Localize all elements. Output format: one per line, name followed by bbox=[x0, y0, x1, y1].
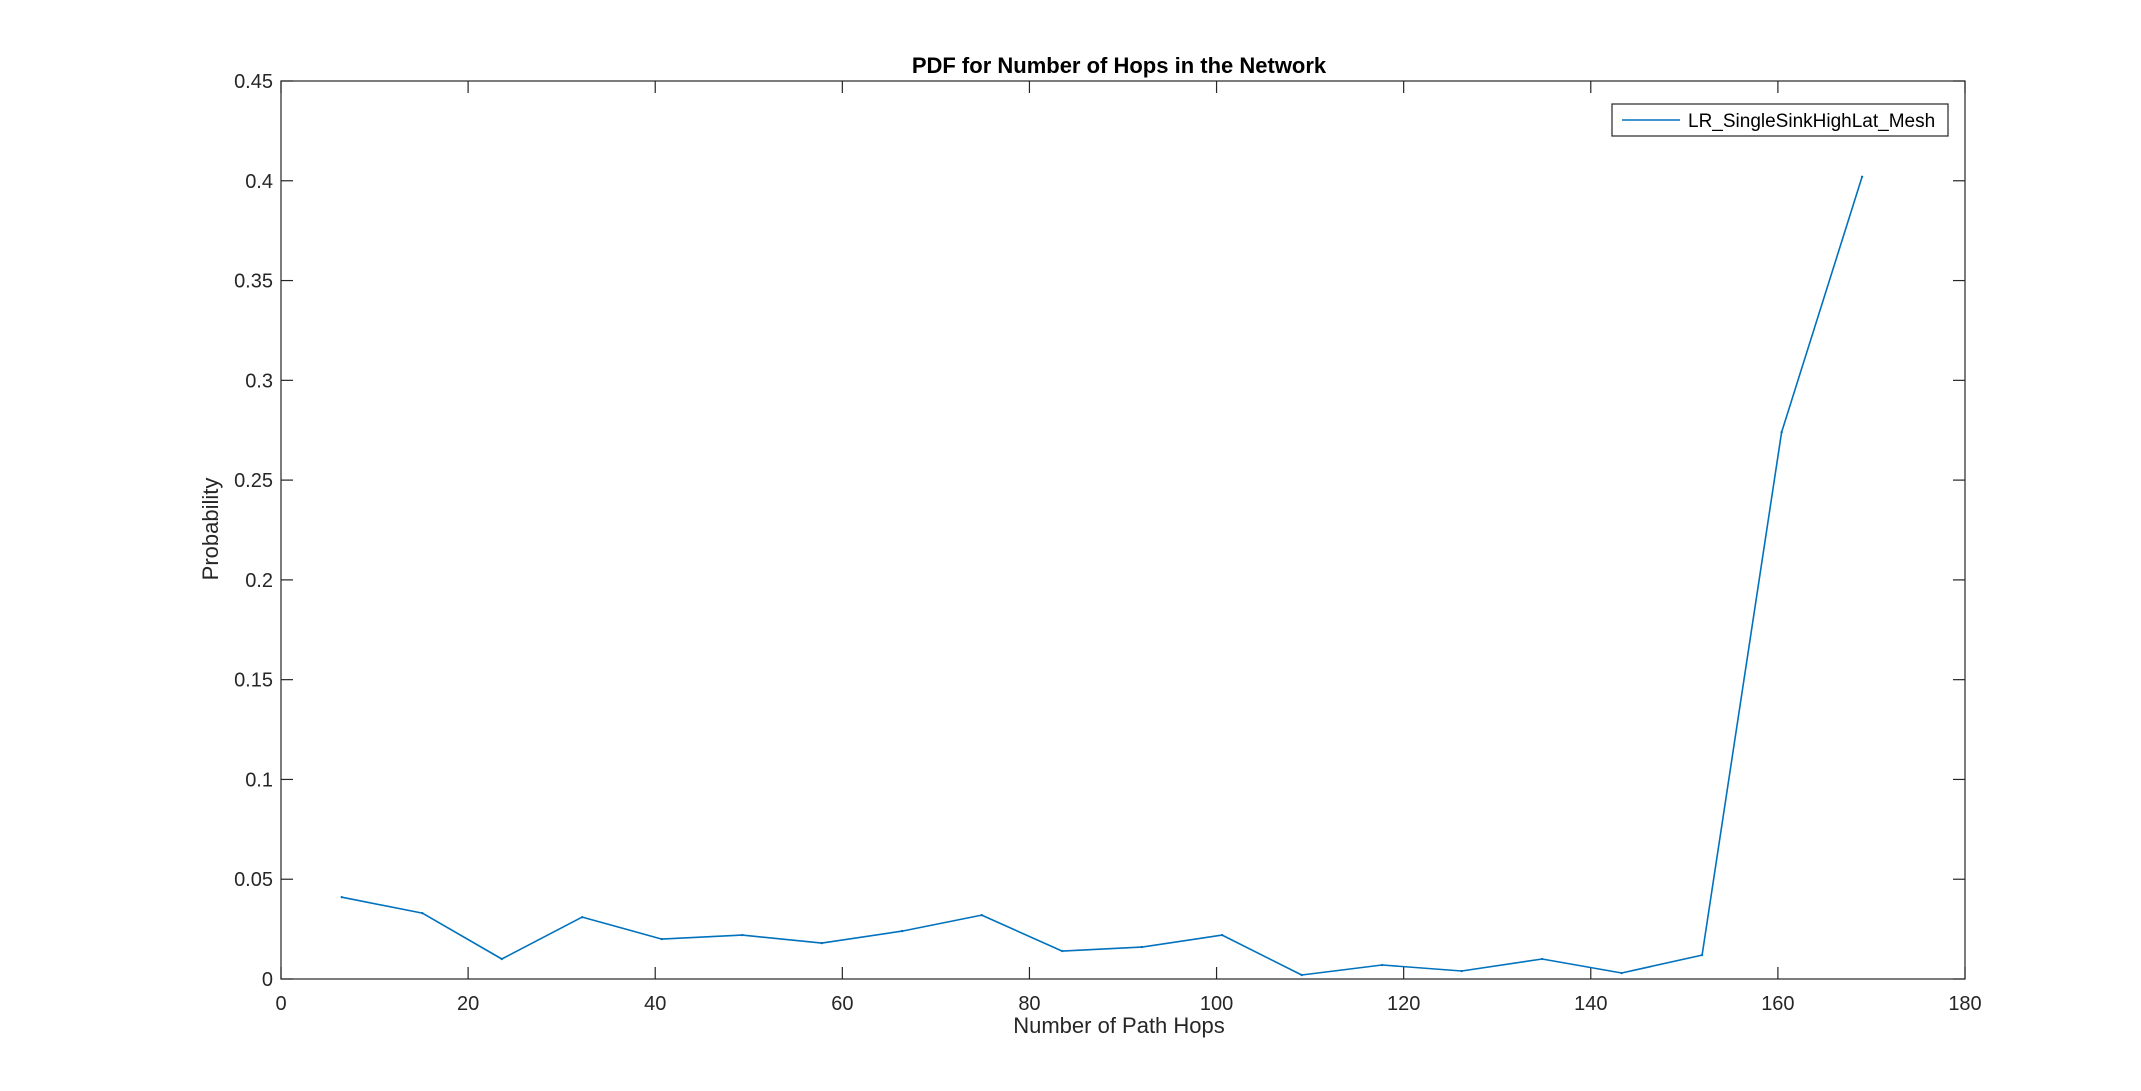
x-axis-ticks: 0 20 40 60 80 100 120 140 160 180 bbox=[275, 81, 1982, 1015]
y-axis-ticks: 0 0.05 0.1 0.15 0.2 0.25 0.3 0.35 0.4 0.45 bbox=[234, 71, 1965, 991]
data-point bbox=[1300, 973, 1303, 977]
y-tick-label: 0.35 bbox=[234, 271, 273, 293]
y-tick-label: 0 bbox=[262, 969, 273, 991]
data-point bbox=[660, 937, 663, 941]
data-point bbox=[500, 957, 503, 961]
data-point bbox=[1540, 957, 1544, 961]
x-tick-label: 60 bbox=[831, 993, 853, 1015]
axes-frame bbox=[280, 80, 1966, 980]
x-tick-label: 40 bbox=[644, 993, 666, 1015]
plot-area bbox=[280, 80, 1966, 980]
y-tick-label: 0.2 bbox=[245, 570, 273, 592]
data-point bbox=[741, 933, 744, 937]
x-axis-label: Number of Path Hops bbox=[1013, 1013, 1225, 1038]
y-axis-label: Probability bbox=[198, 478, 223, 581]
legend-label: LR_SingleSinkHighLat_Mesh bbox=[1688, 111, 1935, 132]
data-point bbox=[340, 895, 344, 899]
x-tick-label: 20 bbox=[457, 993, 479, 1015]
data-point bbox=[980, 913, 983, 917]
data-point bbox=[1060, 949, 1064, 953]
data-point bbox=[1460, 969, 1463, 973]
data-point bbox=[820, 941, 823, 945]
data-point bbox=[901, 929, 904, 933]
data-point bbox=[1620, 971, 1623, 975]
y-tick-label: 0.4 bbox=[245, 171, 273, 193]
legend: LR_SingleSinkHighLat_Mesh bbox=[1611, 103, 1949, 137]
x-tick-label: 160 bbox=[1761, 993, 1794, 1015]
series-layer bbox=[340, 175, 1864, 977]
y-tick-label: 0.25 bbox=[234, 470, 273, 492]
y-tick-label: 0.05 bbox=[234, 869, 273, 891]
x-tick-label: 180 bbox=[1948, 993, 1981, 1015]
data-point bbox=[1220, 933, 1224, 937]
legend-box bbox=[1611, 103, 1949, 137]
data-point bbox=[1860, 175, 1864, 178]
x-tick-label: 100 bbox=[1200, 993, 1233, 1015]
x-tick-label: 0 bbox=[275, 993, 286, 1015]
data-point bbox=[1380, 963, 1384, 967]
y-tick-label: 0.1 bbox=[245, 769, 273, 791]
x-tick-label: 140 bbox=[1574, 993, 1607, 1015]
x-tick-label: 120 bbox=[1387, 993, 1420, 1015]
data-point bbox=[1140, 945, 1143, 949]
chart-title: PDF for Number of Hops in the Network bbox=[912, 53, 1327, 78]
y-tick-label: 0.15 bbox=[234, 670, 273, 692]
data-point bbox=[581, 915, 584, 919]
y-tick-label: 0.3 bbox=[245, 370, 273, 392]
data-point bbox=[1780, 431, 1783, 434]
data-point bbox=[421, 911, 424, 915]
y-tick-label: 0.45 bbox=[234, 71, 273, 93]
series-line bbox=[341, 176, 1863, 976]
data-point bbox=[1700, 953, 1704, 957]
x-tick-label: 80 bbox=[1018, 993, 1040, 1015]
